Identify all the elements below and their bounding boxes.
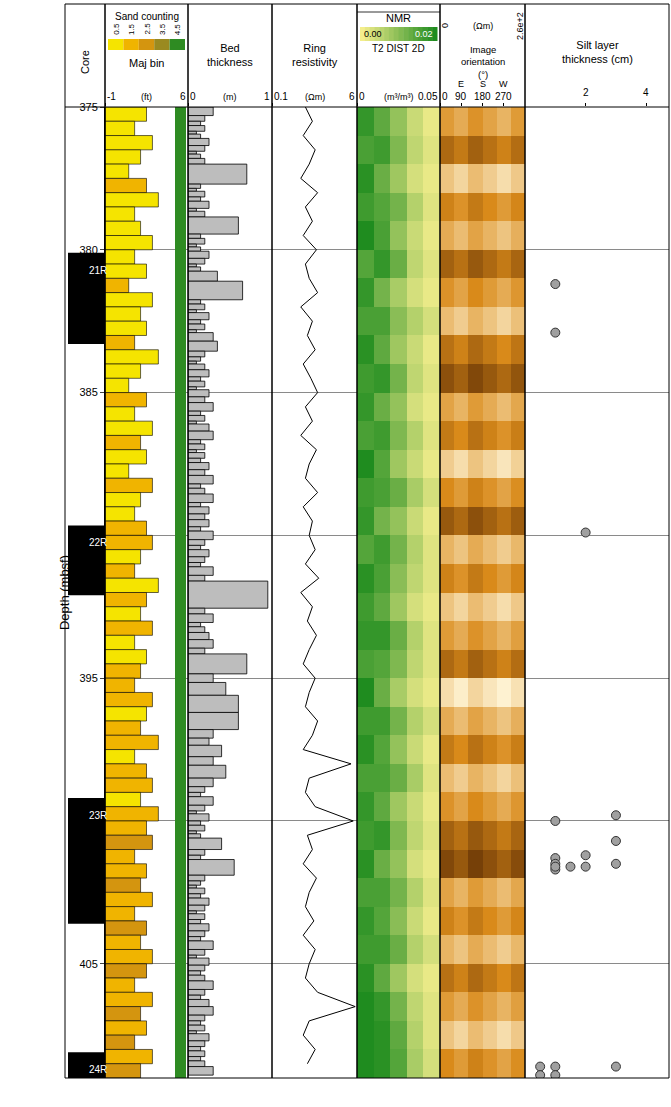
- svg-text:Imageorientation(°): Imageorientation(°): [461, 44, 505, 80]
- svg-text:W: W: [499, 79, 508, 89]
- svg-text:(ft): (ft): [141, 92, 152, 102]
- svg-text:(Ωm): (Ωm): [473, 21, 493, 31]
- svg-text:380: 380: [79, 244, 97, 256]
- svg-text:375: 375: [79, 101, 97, 113]
- svg-text:S: S: [480, 79, 486, 89]
- svg-text:0.02: 0.02: [415, 29, 433, 39]
- svg-text:E: E: [458, 79, 464, 89]
- svg-text:T2 DIST 2D: T2 DIST 2D: [372, 43, 425, 54]
- svg-text:Maj bin: Maj bin: [129, 57, 164, 69]
- svg-text:1: 1: [264, 91, 270, 102]
- svg-text:NMR: NMR: [386, 12, 411, 24]
- svg-text:Core: Core: [79, 50, 91, 74]
- svg-text:Depth (mbsf): Depth (mbsf): [57, 555, 72, 630]
- svg-text:180: 180: [474, 91, 491, 102]
- svg-text:6: 6: [180, 91, 186, 102]
- svg-text:(m³/m³): (m³/m³): [384, 92, 413, 102]
- svg-text:(m): (m): [223, 92, 237, 102]
- svg-text:23R: 23R: [89, 810, 107, 821]
- svg-text:0.00: 0.00: [364, 29, 382, 39]
- svg-text:4: 4: [643, 87, 649, 98]
- svg-text:2: 2: [583, 87, 589, 98]
- svg-text:270: 270: [495, 91, 512, 102]
- svg-text:24R: 24R: [89, 1064, 107, 1075]
- svg-text:1.5: 1.5: [127, 23, 136, 35]
- svg-text:90: 90: [455, 91, 467, 102]
- svg-text:22R: 22R: [89, 537, 107, 548]
- svg-text:405: 405: [79, 958, 97, 970]
- svg-text:385: 385: [79, 386, 97, 398]
- svg-text:3.5: 3.5: [158, 23, 167, 35]
- svg-text:390: 390: [79, 529, 97, 541]
- svg-text:0.5: 0.5: [112, 23, 121, 35]
- svg-text:395: 395: [79, 672, 97, 684]
- svg-text:4.5: 4.5: [173, 24, 182, 36]
- svg-text:Sand counting: Sand counting: [115, 11, 179, 22]
- svg-text:0: 0: [440, 23, 450, 28]
- svg-text:Ringresistivity: Ringresistivity: [292, 42, 338, 68]
- svg-text:0: 0: [190, 91, 196, 102]
- svg-text:400: 400: [79, 815, 97, 827]
- svg-text:Silt layerthickness (cm): Silt layerthickness (cm): [562, 39, 633, 65]
- svg-text:21R: 21R: [89, 265, 107, 276]
- svg-text:0.1: 0.1: [274, 91, 288, 102]
- svg-text:0: 0: [359, 91, 365, 102]
- svg-text:-1: -1: [107, 91, 116, 102]
- svg-text:2.5: 2.5: [143, 23, 152, 35]
- svg-text:6: 6: [349, 91, 355, 102]
- svg-text:Bedthickness: Bedthickness: [207, 42, 253, 68]
- svg-text:(Ωm): (Ωm): [305, 92, 325, 102]
- svg-text:0: 0: [442, 91, 448, 102]
- svg-text:2.6e+2: 2.6e+2: [515, 12, 525, 40]
- svg-text:0.05: 0.05: [418, 91, 438, 102]
